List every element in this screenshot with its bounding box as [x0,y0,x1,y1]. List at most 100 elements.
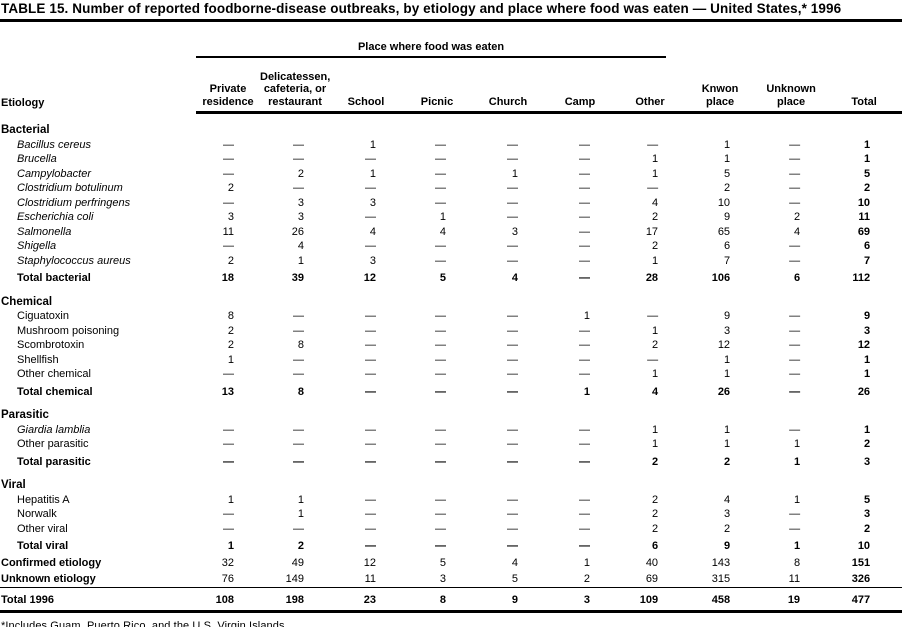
value-cell: 151 [851,556,871,569]
table-row: Shellfish 1 — — — — — — 1 — 1 [0,353,902,368]
table-row: Campylobacter — 2 1 — 1 — 1 5 — 5 [0,167,902,182]
value-cell: 3 [369,196,376,209]
value-cell: — [223,153,234,165]
value-cell: 477 [826,586,902,613]
value-cell: 65 [717,225,731,238]
value-cell: 1 [793,438,801,450]
value-cell: — [579,423,590,436]
value-cell: — [435,310,446,322]
value-cell: 315 [711,573,731,585]
value-cell: — [435,353,446,366]
value-cell: 1 [227,493,234,506]
value-cell: 143 [711,556,731,569]
value-cell: 4 [723,493,731,506]
value-cell: — [579,522,590,535]
value-cell: — [579,138,590,151]
value-cell: — [435,508,446,520]
table-row: Other viral — — — — — — 2 2 — 2 [0,522,902,537]
table-row: Total chemical 13 8 — — — 1 4 26 — 26 [0,382,902,400]
value-cell: 1 [793,455,801,468]
table-row: Other chemical — — — — — — 1 1 — 1 [0,367,902,382]
value-cell: 28 [645,272,659,284]
value-cell: — [223,167,234,180]
spanner-spacer [684,22,902,71]
value-cell: — [293,455,304,468]
value-cell: 1 [297,254,304,267]
value-cell: 2 [297,540,304,552]
value-cell: — [365,353,376,366]
value-cell: — [435,138,446,151]
value-cell: 23 [330,586,402,613]
value-cell: 1 [583,385,590,398]
value-cell: — [579,339,590,351]
row-label: Norwalk [17,508,57,520]
value-cell: 19 [756,586,827,613]
row-label: Total chemical [17,385,93,398]
value-cell: — [365,540,376,552]
table-title: TABLE 15. Number of reported foodborne-d… [0,0,902,22]
value-cell: — [579,254,590,267]
value-cell: 9 [723,540,731,552]
value-cell: — [507,153,518,165]
value-cell: — [789,167,801,180]
value-cell: 1 [583,310,590,322]
value-cell: 2 [651,493,659,506]
row-label: Brucella [17,153,57,165]
value-cell: 1 [651,153,659,165]
value-cell: 1 [651,423,659,436]
value-cell: — [365,522,376,535]
value-cell: 3 [723,508,731,520]
col-header-total: Total [826,70,902,114]
row-label: Parasitic [1,409,49,421]
value-cell: 12 [857,339,871,351]
value-cell: — [223,455,234,468]
table-row: Clostridium botulinum 2 — — — — — — 2 — 2 [0,181,902,196]
value-cell: 1 [227,353,234,366]
value-cell: 4 [297,240,304,252]
value-cell: 3 [227,211,234,223]
value-cell: — [579,196,590,209]
value-cell: 1 [793,493,801,506]
value-cell: 1 [723,353,731,366]
value-cell: 40 [645,556,659,569]
value-cell: 9 [472,586,544,613]
value-cell: 326 [851,573,871,585]
value-cell: — [435,368,446,380]
value-cell: — [365,385,376,398]
value-cell: — [579,153,590,165]
value-cell: 1 [723,423,731,436]
value-cell: — [507,240,518,252]
row-label: Shigella [17,240,57,252]
value-cell: 6 [863,240,871,252]
value-cell: 1 [227,540,234,552]
row-label: Salmonella [17,225,72,238]
table-row: Total bacterial 18 39 12 5 4 — 28 106 6 112 [0,268,902,286]
value-cell: 2 [651,240,659,252]
table-row: Bacillus cereus — — 1 — — — — 1 — 1 [0,138,902,153]
value-cell: 1 [583,556,590,569]
value-cell: 3 [863,455,871,468]
value-cell: 4 [511,272,518,284]
value-cell: 39 [291,272,304,284]
value-cell: 1 [511,167,518,180]
value-cell: 17 [645,225,659,238]
value-cell: — [365,368,376,380]
value-cell: — [579,240,590,252]
value-cell: 1 [723,438,731,450]
value-cell: — [435,196,446,209]
outbreaks-table: Etiology Place where food was eaten Priv… [0,22,902,613]
value-cell: — [507,254,518,267]
table-row: Staphylococcus aureus 2 1 3 — — — 1 7 — 7 [0,254,902,269]
section-row: Chemical [0,286,902,310]
row-label: Campylobacter [17,167,91,180]
value-cell: 1 [651,167,659,180]
row-label: Bacterial [1,124,50,136]
value-cell: — [293,138,304,151]
value-cell: — [789,353,801,366]
value-cell: — [789,508,801,520]
value-cell: 32 [221,556,234,569]
value-cell: 2 [863,438,871,450]
value-cell: — [223,522,234,535]
value-cell: 26 [291,225,304,238]
table-body: Bacterial Bacillus cereus — —1— — — —1—1 Brucel… [0,113,902,613]
